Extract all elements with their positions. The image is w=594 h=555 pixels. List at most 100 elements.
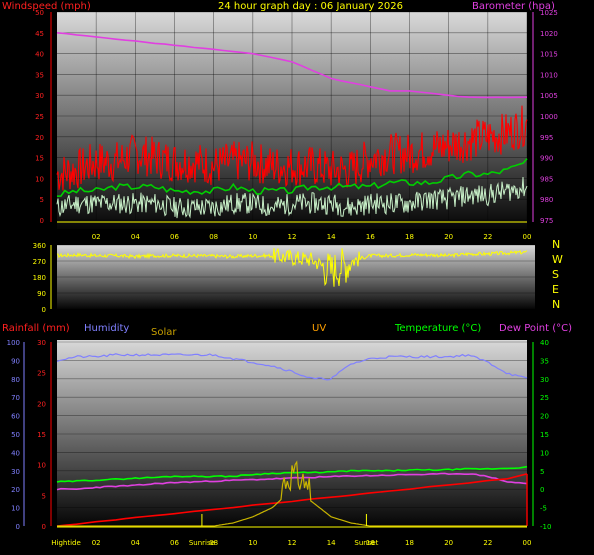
wind-x-tick-label: 18	[405, 233, 414, 241]
solar-label: Solar	[151, 327, 177, 338]
barometer-tick-label: 1025	[540, 9, 558, 17]
wind-tick-label: 45	[35, 30, 44, 38]
humidity-tick-label: 40	[11, 449, 20, 457]
temperature-label: Temperature (°C)	[394, 323, 481, 334]
compass-label: N	[552, 238, 560, 251]
solar-series	[57, 460, 527, 527]
dew-point-label: Dew Point (°C)	[499, 323, 572, 334]
humidity-tick-label: 0	[16, 523, 20, 531]
rainfall-series	[56, 473, 528, 527]
wind-tick-label: 0	[40, 217, 44, 225]
direction-tick-label: 270	[33, 258, 46, 266]
temp-x-tick-label: Sunrise	[189, 539, 215, 547]
humidity-series	[56, 353, 528, 381]
temp-x-tick-label: 00	[523, 539, 532, 547]
direction-tick-label: 360	[33, 242, 46, 250]
temp-x-tick-label: 10	[248, 539, 257, 547]
direction-tick-label: 90	[37, 290, 46, 298]
temp-tick-label: 20	[540, 413, 549, 421]
temp-x-tick-label: 16	[366, 539, 375, 547]
humidity-tick-label: 70	[11, 394, 20, 402]
humidity-tick-label: 30	[11, 468, 20, 476]
wind-tick-label: 15	[35, 155, 44, 163]
temp-tick-label: 30	[540, 376, 549, 384]
uv-label: UV	[312, 323, 326, 334]
wind-tick-label: 5	[40, 196, 44, 204]
barometer-tick-label: 1020	[540, 30, 558, 38]
humidity-tick-label: 80	[11, 376, 20, 384]
wind-tick-label: 35	[35, 71, 44, 79]
temp-x-tick-label: 08	[209, 539, 218, 547]
temp-x-tick-label: 12	[288, 539, 297, 547]
temp-tick-label: -10	[540, 523, 551, 531]
barometer-tick-label: 980	[540, 196, 553, 204]
rain-tick-label: 5	[42, 492, 46, 500]
wind-x-tick-label: 16	[366, 233, 375, 241]
wind-tick-label: 20	[35, 134, 44, 142]
humidity-tick-label: 60	[11, 413, 20, 421]
wind-x-tick-label: 06	[170, 233, 179, 241]
temp-x-tick-label: 18	[405, 539, 414, 547]
temp-tick-label: 5	[540, 468, 544, 476]
rainfall-label: Rainfall (mm)	[2, 323, 70, 334]
humidity-label: Humidity	[84, 323, 129, 334]
rain-tick-label: 10	[37, 462, 46, 470]
temp-tick-label: 10	[540, 449, 549, 457]
temp-x-tick-label: Sunset	[354, 539, 378, 547]
temp-panel	[57, 340, 527, 526]
wind-x-tick-label: 04	[131, 233, 140, 241]
wind-tick-label: 10	[35, 175, 44, 183]
temp-tick-label: -5	[540, 505, 547, 513]
barometer-tick-label: 1010	[540, 71, 558, 79]
humidity-tick-label: 20	[11, 486, 20, 494]
rain-tick-label: 30	[37, 339, 46, 347]
wind-avg-series	[56, 158, 528, 197]
temp-tick-label: 15	[540, 431, 549, 439]
temp-x-tick-label: 04	[131, 539, 140, 547]
temp-tick-label: 0	[540, 486, 544, 494]
temp-x-tick-label: 06	[170, 539, 179, 547]
temp-tick-label: 40	[540, 339, 549, 347]
humidity-tick-label: 10	[11, 505, 20, 513]
dew-point-series	[56, 472, 528, 491]
rain-tick-label: 0	[42, 523, 46, 531]
wind-low-series	[56, 176, 528, 219]
barometer-tick-label: 990	[540, 155, 553, 163]
wind-x-tick-label: 12	[288, 233, 297, 241]
temp-tick-label: 25	[540, 394, 549, 402]
wind-x-tick-label: 02	[92, 233, 101, 241]
wind-tick-label: 40	[35, 51, 44, 59]
wind-direction-series	[56, 248, 528, 287]
left-axis-title: Windspeed (mph)	[2, 1, 91, 12]
barometer-tick-label: 1015	[540, 51, 558, 59]
right-axis-title: Barometer (hpa)	[472, 1, 555, 12]
temp-tick-label: 35	[540, 357, 549, 365]
rain-tick-label: 25	[37, 370, 46, 378]
humidity-tick-label: 50	[11, 431, 20, 439]
wind-x-tick-label: 08	[209, 233, 218, 241]
barometer-series	[56, 32, 528, 99]
compass-label: N	[552, 298, 560, 311]
temp-x-tick-label: 14	[327, 539, 336, 547]
barometer-tick-label: 975	[540, 217, 553, 225]
barometer-tick-label: 995	[540, 134, 553, 142]
compass-label: W	[552, 253, 563, 266]
wind-tick-label: 30	[35, 92, 44, 100]
rain-tick-label: 15	[37, 431, 46, 439]
direction-tick-label: 180	[33, 274, 46, 282]
wind-tick-label: 50	[35, 9, 44, 17]
compass-label: E	[552, 283, 559, 296]
wind-x-tick-label: 22	[483, 233, 492, 241]
temp-x-tick-label: 02	[92, 539, 101, 547]
wind-x-tick-label: 00	[523, 233, 532, 241]
temp-x-tick-label: 20	[444, 539, 453, 547]
wind-tick-label: 25	[35, 113, 44, 121]
barometer-tick-label: 1000	[540, 113, 558, 121]
compass-label: S	[552, 268, 559, 281]
humidity-tick-label: 100	[7, 339, 20, 347]
chart-title: 24 hour graph day : 06 January 2026	[218, 1, 403, 12]
temp-x-tick-label: 22	[483, 539, 492, 547]
wind-x-tick-label: 20	[444, 233, 453, 241]
barometer-tick-label: 1005	[540, 92, 558, 100]
